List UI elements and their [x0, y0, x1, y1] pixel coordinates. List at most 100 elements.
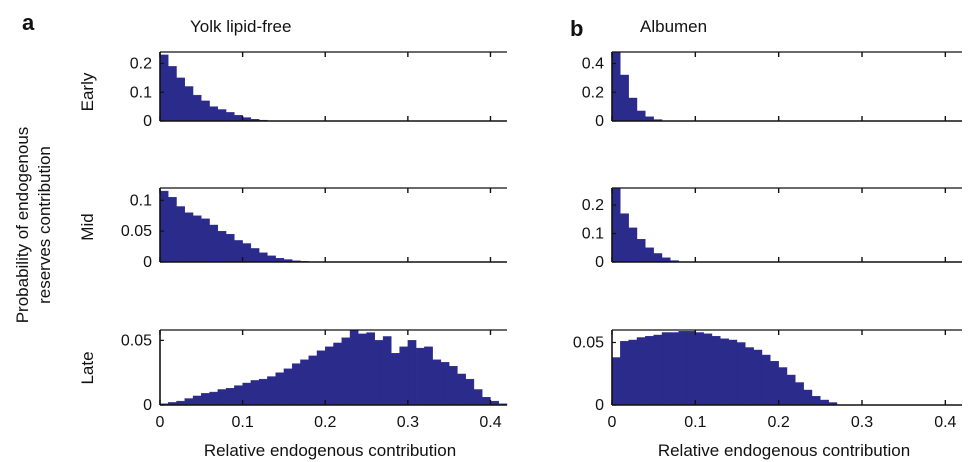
- bar: [250, 248, 260, 263]
- bar: [678, 331, 688, 406]
- bar: [653, 334, 663, 406]
- y-tick-label: 0: [143, 397, 152, 414]
- x-tick-label: 0.4: [934, 414, 956, 431]
- bar: [778, 367, 788, 406]
- x-axis-title-yolk: Relative endogenous contribution: [204, 441, 456, 460]
- bar: [333, 342, 342, 406]
- bar: [168, 197, 177, 263]
- bar: [184, 86, 194, 122]
- bar: [711, 336, 721, 406]
- bar: [275, 372, 285, 406]
- bar: [415, 347, 425, 406]
- bar: [168, 66, 177, 122]
- bar: [786, 374, 796, 406]
- bar: [192, 215, 202, 263]
- bar: [201, 218, 210, 263]
- bar: [803, 389, 813, 406]
- y-tick-label: 0: [595, 397, 604, 414]
- y-tick-label: 0: [595, 254, 604, 271]
- bar: [440, 362, 450, 406]
- bar: [192, 94, 202, 122]
- bar: [753, 349, 763, 406]
- bar: [382, 336, 392, 406]
- bar: [703, 333, 713, 406]
- subplot-yolk-mid: 0 0.05 0.1: [121, 187, 507, 271]
- row-label-early: Early: [78, 72, 97, 111]
- bar: [686, 331, 696, 406]
- bar: [695, 332, 704, 406]
- y-axis-title-line-2: reserves contribution: [35, 146, 54, 304]
- row-label-mid: Mid: [78, 213, 97, 240]
- x-tick-label: 0.2: [314, 414, 336, 431]
- bar: [407, 340, 417, 406]
- panel-letter-b: b: [570, 16, 583, 41]
- y-tick-label: 0: [595, 113, 604, 130]
- bar: [465, 378, 475, 406]
- subplot-yolk-late: 0 0.05 0 0.1 0.2 0.3 0.4: [121, 329, 508, 431]
- bar: [628, 339, 638, 406]
- y-tick-label: 0.1: [130, 192, 152, 209]
- subplot-yolk-early: 0 0.1 0.2: [130, 51, 507, 130]
- bar: [316, 350, 326, 406]
- x-tick-label: 0.1: [684, 414, 706, 431]
- bar: [217, 109, 227, 122]
- bar: [628, 97, 638, 122]
- y-tick-label: 0.2: [582, 84, 604, 101]
- y-tick-label: 0: [143, 254, 152, 271]
- bar: [267, 255, 276, 263]
- bar: [620, 341, 629, 406]
- x-tick-label: 0.3: [851, 414, 873, 431]
- bar: [611, 51, 621, 122]
- bar: [670, 332, 679, 406]
- y-tick-label: 0.2: [582, 197, 604, 214]
- bar: [636, 239, 646, 263]
- y-tick-label: 0.4: [582, 56, 604, 73]
- bar: [209, 391, 219, 406]
- bar: [424, 346, 433, 406]
- bar: [636, 110, 646, 122]
- bar: [473, 389, 483, 406]
- bar: [250, 380, 260, 406]
- bar: [457, 373, 466, 406]
- bar: [201, 100, 210, 122]
- y-tick-label: 0.1: [582, 226, 604, 243]
- y-tick-label: 0.05: [121, 223, 152, 240]
- bar: [661, 332, 671, 406]
- subplot-albumen-early: 0 0.2 0.4: [582, 51, 962, 130]
- bar: [291, 363, 301, 406]
- panel-letter-a: a: [22, 10, 35, 35]
- bar: [234, 385, 243, 406]
- bar: [620, 74, 629, 122]
- bar: [159, 54, 169, 122]
- bar: [611, 187, 621, 263]
- column-title-yolk: Yolk lipid-free: [190, 17, 291, 36]
- subplot-albumen-mid: 0 0.1 0.2: [582, 187, 962, 271]
- bar: [399, 346, 409, 406]
- bar: [192, 395, 202, 406]
- y-tick-label: 0: [143, 113, 152, 130]
- bar: [391, 353, 400, 406]
- bar: [366, 332, 376, 406]
- bar: [374, 340, 384, 406]
- bar: [225, 234, 235, 263]
- bar: [720, 338, 729, 406]
- bar: [736, 342, 746, 406]
- bar: [448, 366, 458, 406]
- bar: [209, 224, 219, 263]
- x-axis-title-albumen: Relative endogenous contribution: [658, 441, 910, 460]
- column-title-albumen: Albumen: [640, 17, 707, 36]
- x-tick-label: 0: [156, 414, 165, 431]
- bar: [645, 247, 654, 263]
- bar: [267, 376, 276, 406]
- y-tick-label: 0.05: [573, 335, 604, 352]
- bar: [300, 359, 309, 406]
- bar: [242, 382, 252, 406]
- bar: [620, 213, 629, 263]
- x-tick-label: 0.2: [768, 414, 790, 431]
- bar: [217, 230, 227, 263]
- bar: [482, 397, 491, 406]
- bar: [209, 106, 219, 122]
- x-tick-label: 0.1: [231, 414, 253, 431]
- bar: [628, 227, 638, 263]
